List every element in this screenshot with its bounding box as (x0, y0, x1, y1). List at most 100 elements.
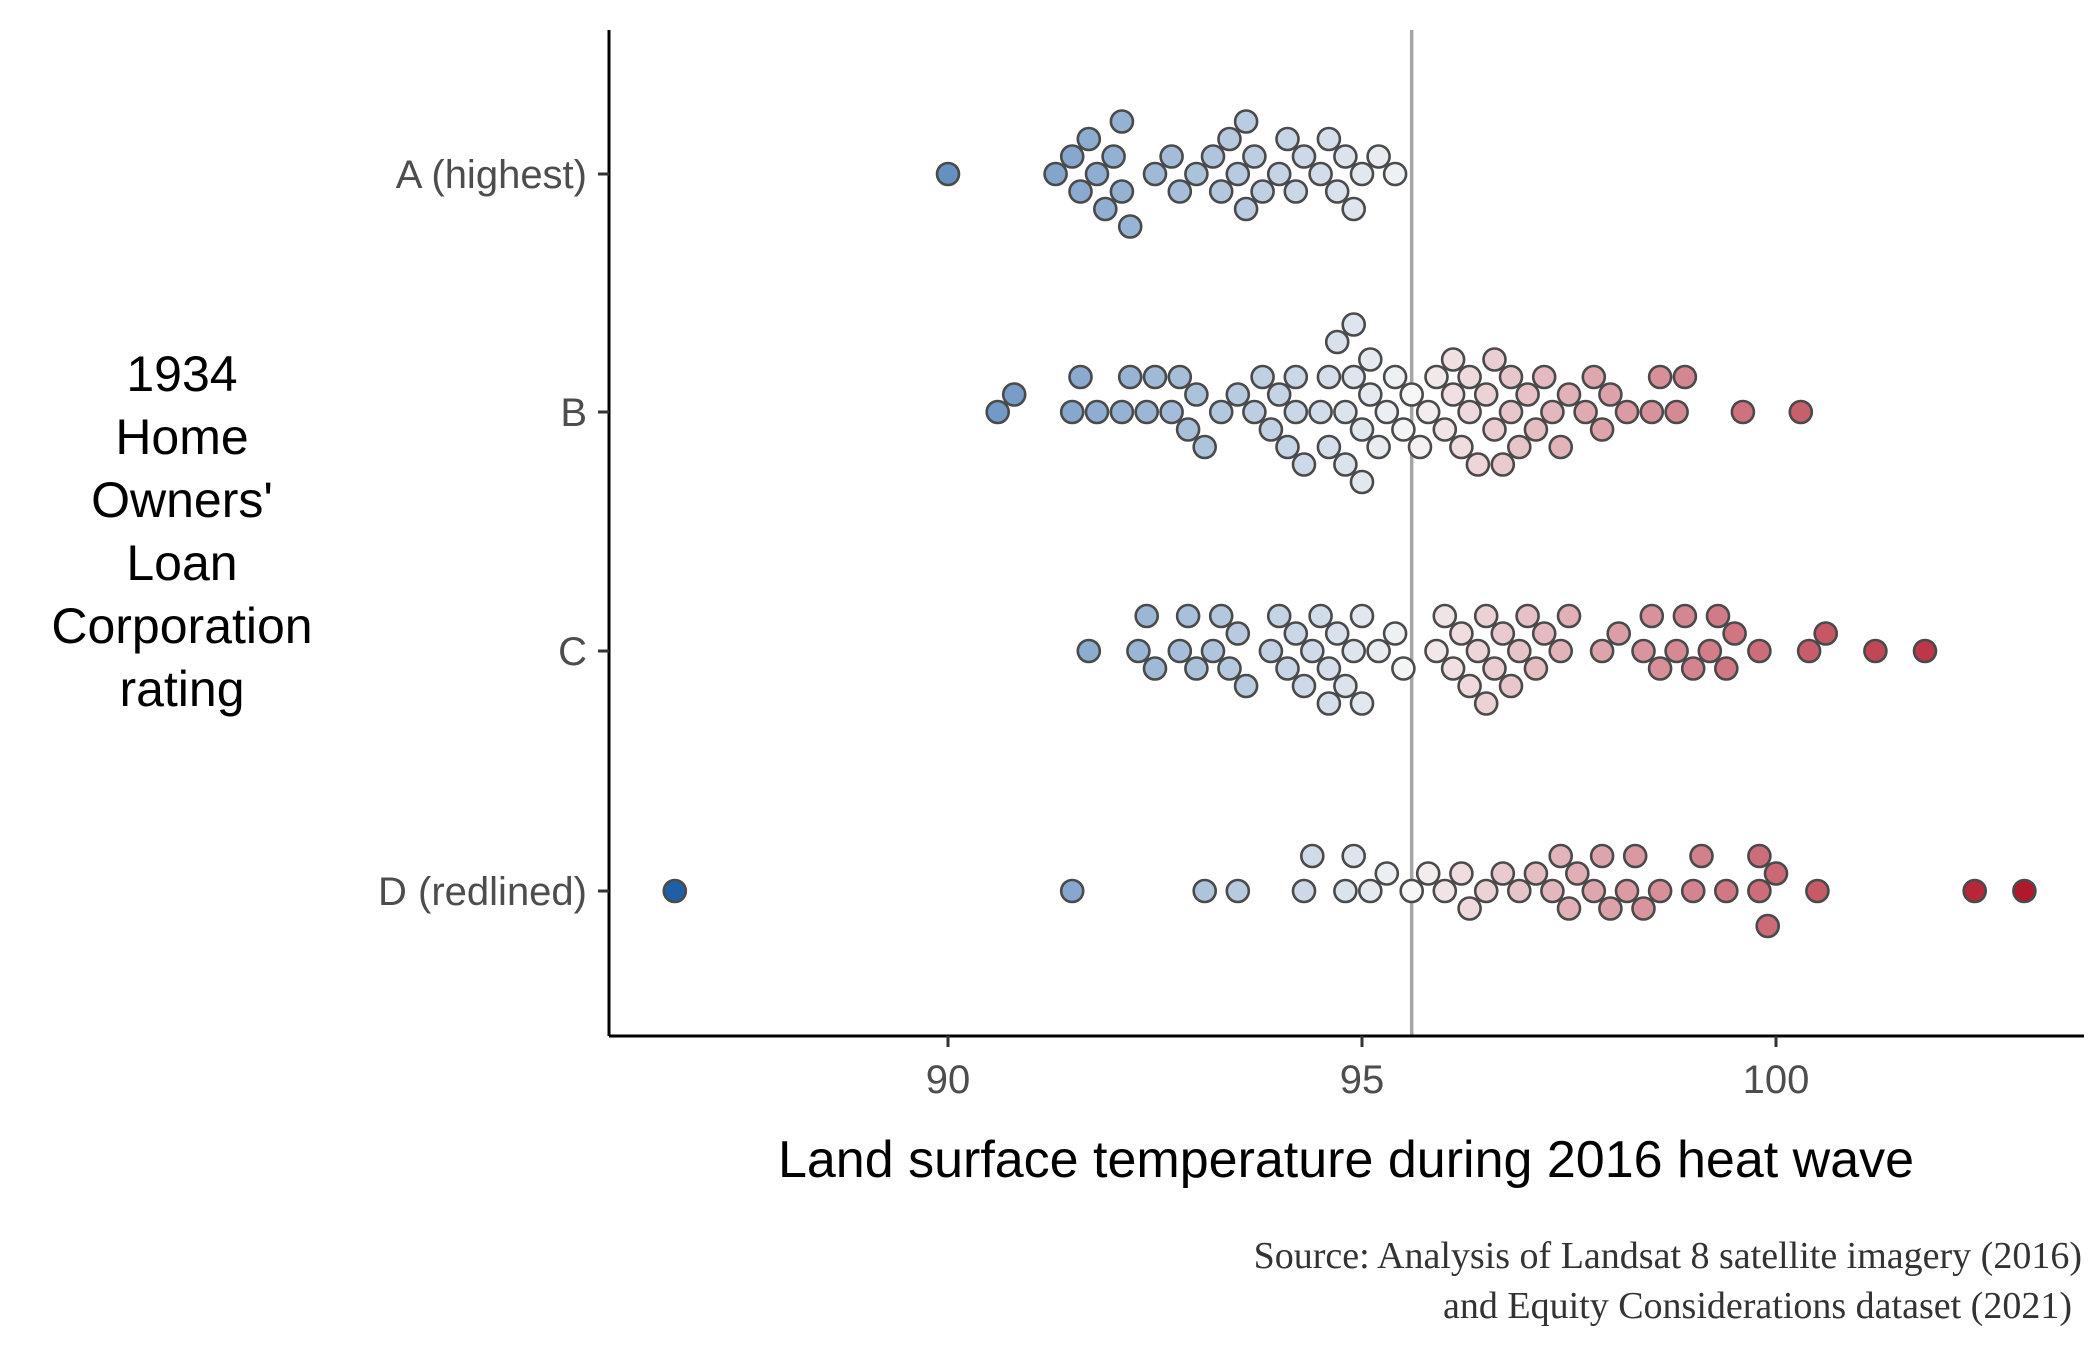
data-point (1291, 673, 1317, 699)
y-axis-title: 1934 Home Owners' Loan Corporation rating (51, 346, 312, 717)
data-point (1399, 878, 1424, 904)
data-point (1167, 638, 1193, 664)
data-point (1465, 638, 1491, 664)
data-point (1573, 399, 1598, 425)
data-point (1142, 364, 1168, 390)
data-point (1407, 434, 1433, 460)
data-point (1457, 896, 1482, 921)
data-point (1473, 691, 1499, 716)
data-point (1349, 691, 1375, 716)
data-point (1084, 161, 1110, 187)
y-axis-ticks: A (highest) B C D (redlined) (378, 153, 609, 914)
data-point (1225, 161, 1251, 187)
data-point (1324, 621, 1350, 646)
data-point (1515, 382, 1540, 407)
data-point (1142, 161, 1168, 187)
data-point (1324, 329, 1350, 355)
data-point (1498, 399, 1524, 425)
data-point (1672, 603, 1698, 629)
y-tick-label: C (558, 630, 587, 674)
data-point (1606, 621, 1631, 646)
data-point (1175, 417, 1201, 442)
data-point (1490, 452, 1516, 477)
data-point (1250, 364, 1275, 390)
data-point (1043, 161, 1068, 187)
data-point (1507, 638, 1532, 664)
data-point (1747, 878, 1772, 904)
data-point (1424, 364, 1449, 390)
data-point (1358, 878, 1383, 904)
data-point (1366, 434, 1391, 460)
data-point (1548, 638, 1573, 664)
data-point (1399, 382, 1424, 407)
data-point (1482, 656, 1507, 681)
data-point (1333, 673, 1358, 699)
data-point (1341, 843, 1366, 869)
data-point (1449, 434, 1474, 460)
data-point (1482, 417, 1507, 442)
data-point (1589, 638, 1615, 664)
data-point (1316, 364, 1342, 390)
data-point (1465, 452, 1491, 477)
data-point (1962, 878, 1987, 904)
data-point (1482, 347, 1507, 372)
data-point (1440, 656, 1466, 681)
data-point (1283, 399, 1309, 425)
data-point (1473, 878, 1499, 904)
data-point (1001, 382, 1027, 407)
data-point (1275, 434, 1300, 460)
data-point (1432, 878, 1458, 904)
data-point (1664, 399, 1689, 425)
data-point (1275, 126, 1300, 152)
data-point (1540, 399, 1565, 425)
data-point (1440, 382, 1466, 407)
data-point (1266, 161, 1292, 187)
data-point (1250, 179, 1275, 204)
data-point (1101, 144, 1126, 169)
data-point (1705, 603, 1731, 629)
data-point (1068, 179, 1093, 204)
data-point (1258, 417, 1284, 442)
caption-line-2: and Equity Considerations dataset (2021) (1443, 1285, 2072, 1327)
data-point (1233, 196, 1259, 222)
data-point (1647, 656, 1673, 681)
data-point (1308, 603, 1333, 629)
data-point (1258, 638, 1284, 664)
data-point (1490, 621, 1516, 646)
data-point (1275, 656, 1300, 681)
data-point (1523, 861, 1549, 886)
data-point (1242, 144, 1267, 169)
data-point (1507, 878, 1532, 904)
data-point (1316, 656, 1342, 681)
y-tick-label: B (560, 391, 587, 435)
data-point (1490, 861, 1516, 886)
data-point (1134, 399, 1159, 425)
caption-line-1: Source: Analysis of Landsat 8 satellite … (1254, 1235, 2082, 1277)
y-tick-label: D (redlined) (378, 870, 587, 914)
data-point (1589, 843, 1615, 869)
data-point (1208, 399, 1234, 425)
data-point (1059, 878, 1085, 904)
data-point (1291, 878, 1317, 904)
data-point (1291, 452, 1317, 477)
data-point (1531, 621, 1557, 646)
y-axis-title-line: Owners' (91, 472, 273, 528)
data-point (1217, 656, 1242, 681)
data-point (1300, 843, 1325, 869)
data-point (1589, 417, 1615, 442)
data-point (1631, 896, 1656, 921)
data-point (1283, 364, 1309, 390)
data-point (1424, 638, 1449, 664)
data-point (1457, 399, 1482, 425)
data-point (1349, 417, 1375, 442)
data-point (1134, 603, 1159, 629)
data-point (1523, 417, 1549, 442)
data-point (1432, 603, 1458, 629)
data-point (1225, 878, 1251, 904)
data-point (1333, 452, 1358, 477)
data-point (1805, 878, 1830, 904)
data-point (1192, 878, 1217, 904)
data-point (1680, 878, 1706, 904)
data-point (1333, 878, 1358, 904)
